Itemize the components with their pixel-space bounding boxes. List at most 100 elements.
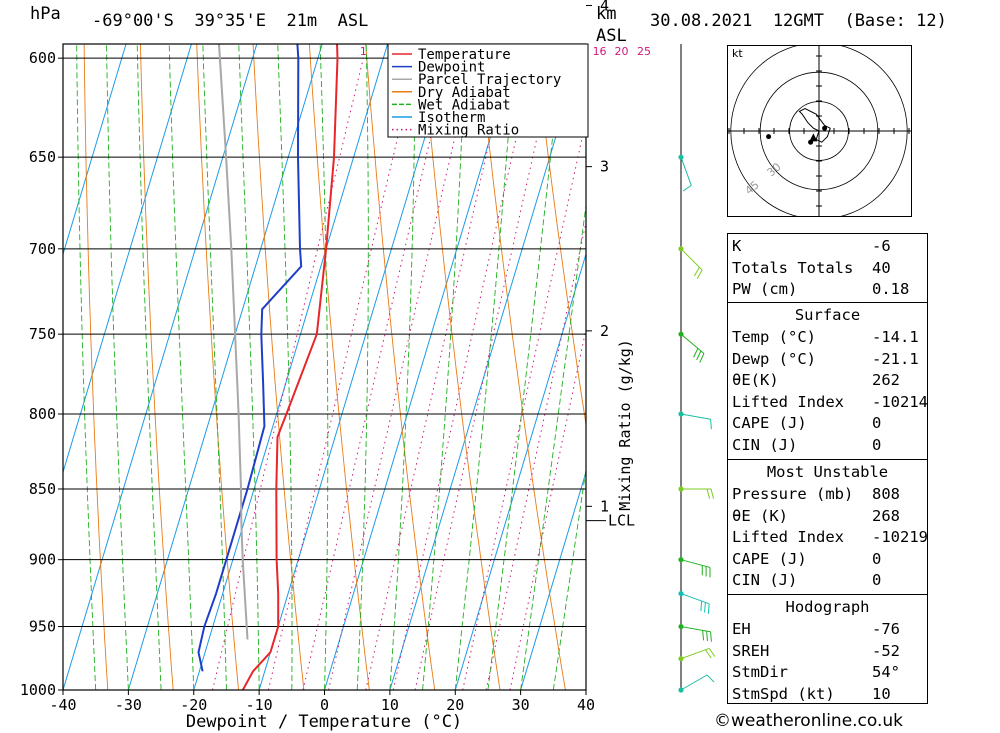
dry-adiabat-line [28,0,52,690]
table-row: Pressure (mb) 808 [728,484,927,506]
row-value: -52 [872,641,900,660]
wet-adiabat-line [76,44,97,690]
temperature-tick-label: 0 [320,696,329,714]
row-value: 262 [872,371,900,390]
row-value: -14.1 [872,328,919,346]
row-label: CIN (J) [732,436,798,454]
datetime-title: 30.08.2021 12GMT (Base: 12) [650,11,947,31]
axis-labels: 1234681016202530035040045050055060065070… [20,0,651,732]
row-value: -76 [872,620,900,638]
legend-label: Parcel Trajectory [418,72,561,88]
row-label: EH [732,620,751,638]
table-row: Lifted Index -10219 [728,527,928,549]
mixing-ratio-label: 1 [360,45,367,58]
wind-barb-staff [680,559,711,568]
wind-barb-feather [706,674,715,683]
row-value: 268 [872,506,900,525]
table-row: Temp (°C) -14.1 [728,327,927,349]
hodograph-stats-panel: Hodograph EH -76 SREH -52 StmDir 54° StmSpd (kt… [727,594,928,704]
table-row: θE (K) 268 [728,506,927,528]
wind-barb-feather [706,488,711,499]
wind-barb-staff [680,248,703,271]
wet-adiabat-line [520,201,586,690]
wind-barb-staff [680,156,692,186]
dewpoint-line [197,44,303,672]
table-row: CAPE (J) 0 [728,549,927,571]
panel-title-text: Most Unstable [766,463,889,481]
wind-barb-feather [682,184,692,192]
wind-barb-feather [710,419,712,430]
table-row: K -6 [728,236,927,258]
isotherm-line [258,44,454,690]
row-value: 0 [872,549,882,568]
wind-barb-feather [699,353,705,363]
pressure-tick-label: 900 [29,551,56,569]
hodograph-unit-label: kt [732,47,743,60]
table-row: PW (cm) 0.18 [728,279,927,301]
isotherm-line [324,44,519,690]
table-row: Totals Totals 40 [728,258,927,280]
parcel-trajectory-line [217,44,249,640]
row-label: Temp (°C) [732,328,816,346]
row-label: StmDir [732,663,788,682]
temperature-tick-label: 30 [512,696,530,714]
mixing-ratio-line [485,220,586,690]
pressure-unit-label: hPa [30,4,61,24]
wind-barb-staff [680,647,710,660]
legend-label: Temperature [418,47,511,63]
row-value: 54° [872,663,900,682]
row-value: 0 [872,436,882,454]
pressure-tick-label: 750 [29,325,56,343]
temperature-tick-label: -20 [180,696,207,714]
row-label: CAPE (J) [732,549,807,568]
pressure-tick-label: 800 [29,405,56,423]
dry-adiabat-line [83,44,109,690]
table-row: CIN (J) 0 [728,435,927,457]
height-tick-label: 3 [600,158,609,176]
isotherm-line [127,44,323,690]
panel-title-text: Surface [794,306,861,324]
hodograph-point [766,134,772,140]
isotherm-line [0,0,52,690]
mixing-ratio-line [267,58,417,690]
profile-lines [197,44,339,690]
row-value: -21.1 [872,349,919,368]
row-label: CIN (J) [732,571,798,590]
temperature-tick-label: 10 [381,696,399,714]
isotherm-line [0,0,118,690]
row-label: θE(K) [732,371,779,390]
wind-barb-feather [710,631,712,642]
pressure-tick-label: 1000 [20,681,56,699]
wind-barb-feather [708,648,716,657]
legend-label: Dewpoint [418,60,485,76]
temperature-tick-label: -10 [246,696,273,714]
wind-barb-feather [702,630,705,641]
wind-barb-staff [680,593,710,605]
row-label: θE (K) [732,506,788,525]
table-row: StmDir 54° [728,662,927,684]
mixing-ratio-line [392,58,535,690]
surface-panel: Surface Temp (°C) -14.1 Dewp (°C) -21.1 θE(K)… [727,302,928,460]
storm-motion-marker [809,133,818,142]
table-row: θE(K) 262 [728,370,927,392]
wind-barb-feather [705,649,712,659]
row-value: 0 [872,414,882,433]
row-label: StmSpd (kt) [732,684,835,703]
legend-label: Mixing Ratio [418,123,519,139]
row-label: Lifted Index [732,528,844,547]
dry-adiabat-line [932,0,1000,690]
wind-barb-staff [680,333,705,354]
wet-adiabat-line [168,44,195,690]
x-axis-title: Dewpoint / Temperature (°C) [186,712,462,732]
legend-box [387,43,589,138]
height-unit-asl: ASL [596,26,627,46]
wind-dot [678,656,684,662]
hodograph-trace [798,108,831,143]
pressure-tick-label: 700 [29,240,56,258]
wind-barb-staff [680,626,711,633]
mixing-ratio-axis-title: Mixing Ratio (g/kg) [616,339,634,511]
mixing-ratio-label: 25 [637,45,651,58]
wind-barb-feather [700,601,703,612]
